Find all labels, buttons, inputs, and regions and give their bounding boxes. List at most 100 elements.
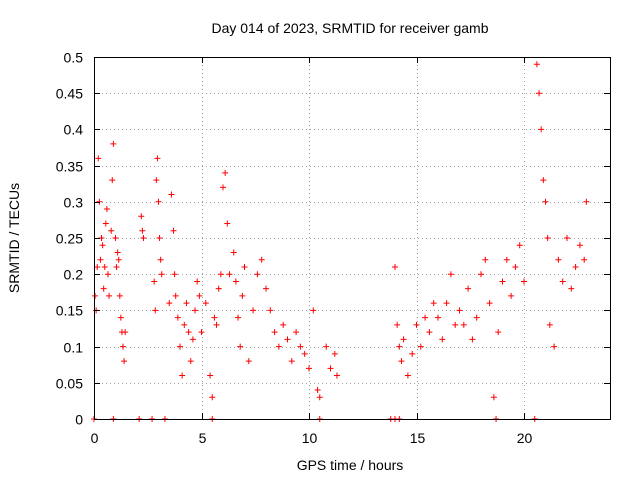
data-point xyxy=(113,263,120,270)
data-point xyxy=(239,292,246,299)
data-point xyxy=(544,235,551,241)
data-point xyxy=(288,358,295,365)
data-point xyxy=(546,321,553,328)
data-point xyxy=(439,336,446,343)
data-point xyxy=(185,329,192,336)
data-point xyxy=(106,292,113,299)
data-point xyxy=(486,300,493,307)
y-tick-label: 0.3 xyxy=(64,195,84,211)
data-point xyxy=(171,271,178,278)
data-point xyxy=(499,278,506,285)
data-point xyxy=(280,321,287,328)
data-point xyxy=(508,292,515,299)
data-point xyxy=(417,343,424,350)
ticks-layer: 0 0.05 0.1 0.15 0.2 0.25 0.3 0.35 0.4 0.45 0.5 0 5 10… xyxy=(56,50,610,446)
data-point xyxy=(202,300,209,307)
data-point xyxy=(576,242,583,249)
data-point xyxy=(495,329,502,336)
data-point xyxy=(503,256,510,263)
data-point xyxy=(540,177,547,184)
points-layer xyxy=(91,61,590,422)
data-point xyxy=(581,256,588,263)
data-point xyxy=(250,307,257,314)
data-point xyxy=(109,177,116,184)
data-point xyxy=(306,365,312,372)
data-point xyxy=(166,300,173,307)
data-point xyxy=(314,387,321,394)
data-point xyxy=(217,271,224,278)
data-point xyxy=(192,307,199,314)
data-point xyxy=(293,329,300,336)
data-point xyxy=(112,235,119,241)
data-point xyxy=(168,191,175,198)
data-point xyxy=(152,307,159,314)
data-point xyxy=(99,242,106,249)
data-point xyxy=(254,271,261,278)
data-point xyxy=(443,300,450,307)
data-point xyxy=(155,198,162,205)
x-tick-label: 15 xyxy=(410,430,426,446)
data-point xyxy=(542,198,549,205)
data-point xyxy=(194,278,201,285)
data-point xyxy=(151,278,158,285)
data-point xyxy=(110,140,117,147)
data-point xyxy=(170,227,177,234)
data-point xyxy=(333,372,340,379)
x-tick-label: 0 xyxy=(91,430,99,446)
data-point xyxy=(301,350,308,357)
data-point xyxy=(138,213,145,220)
data-point xyxy=(392,263,398,270)
data-point xyxy=(478,271,484,278)
data-point xyxy=(521,278,527,285)
data-point xyxy=(102,220,109,227)
data-point xyxy=(460,321,467,328)
y-tick-label: 0.05 xyxy=(56,376,83,392)
data-point xyxy=(97,256,104,263)
data-point xyxy=(101,263,108,270)
data-point xyxy=(469,336,476,343)
y-tick-label: 0.1 xyxy=(64,340,84,356)
data-point xyxy=(327,365,334,372)
data-point xyxy=(114,249,121,256)
data-point xyxy=(422,314,429,321)
data-point xyxy=(409,350,416,357)
data-point xyxy=(572,263,579,270)
plot-frame xyxy=(94,57,611,420)
data-point xyxy=(172,292,179,299)
data-point xyxy=(120,343,127,350)
data-point xyxy=(156,235,163,241)
data-point xyxy=(271,329,278,336)
data-point xyxy=(121,358,128,365)
y-tick-label: 0.2 xyxy=(64,267,84,283)
data-point xyxy=(209,394,216,401)
data-point xyxy=(267,307,274,314)
data-point xyxy=(456,307,463,314)
data-point xyxy=(316,394,323,401)
data-point xyxy=(568,285,575,292)
y-tick-label: 0.25 xyxy=(56,231,83,247)
data-point xyxy=(533,61,540,68)
y-tick-label: 0 xyxy=(75,412,83,428)
data-point xyxy=(153,177,160,184)
y-tick-label: 0.45 xyxy=(56,86,83,102)
data-point xyxy=(122,329,129,336)
data-point xyxy=(394,321,401,328)
data-point xyxy=(207,372,214,379)
data-point xyxy=(310,307,317,314)
data-point xyxy=(473,314,480,321)
data-point xyxy=(177,343,183,350)
data-point xyxy=(258,256,265,263)
data-point xyxy=(263,285,269,292)
data-point xyxy=(241,263,248,270)
data-point xyxy=(224,220,231,227)
data-point xyxy=(536,90,543,97)
data-point xyxy=(396,343,403,350)
x-tick-label: 10 xyxy=(302,430,318,446)
data-point xyxy=(564,235,570,241)
data-point xyxy=(284,336,291,343)
data-point xyxy=(92,292,99,299)
data-point xyxy=(297,343,304,350)
y-tick-label: 0.4 xyxy=(64,122,84,138)
data-point xyxy=(189,336,196,343)
data-point xyxy=(196,292,203,299)
